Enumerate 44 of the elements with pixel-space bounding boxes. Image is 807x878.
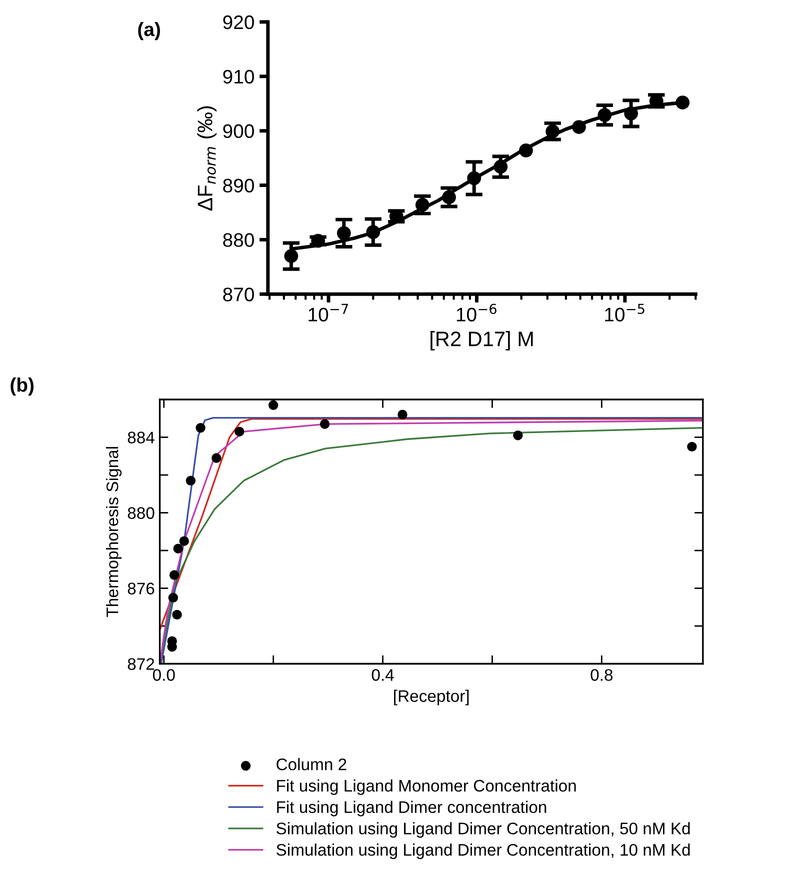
y-tick-label: 872 bbox=[128, 658, 154, 670]
y-tick-label: 870 bbox=[223, 288, 254, 302]
legend-label: Fit using Ligand Dimer concentration bbox=[277, 800, 546, 816]
point bbox=[179, 536, 189, 546]
point bbox=[268, 400, 278, 410]
y-tick-label: 910 bbox=[223, 70, 254, 84]
legend-label: Simulation using Ligand Dimer Concentration, 10 nM Kd bbox=[276, 844, 690, 860]
y-tick-label: 890 bbox=[223, 178, 254, 192]
point bbox=[687, 442, 697, 452]
point bbox=[186, 476, 196, 486]
y-tick-label: 880 bbox=[128, 507, 154, 519]
point bbox=[676, 96, 690, 110]
x-tick-label: 10$^{−7}$ bbox=[308, 304, 348, 322]
point bbox=[168, 592, 178, 603]
point bbox=[212, 453, 222, 463]
x-axis-title: [R2 D17] M bbox=[430, 331, 533, 350]
chart-title: (a) bbox=[138, 22, 160, 40]
x-tick-label: 0.8 bbox=[590, 669, 613, 681]
x-tick-label: 0.0 bbox=[152, 669, 175, 681]
y-tick-label: 900 bbox=[223, 124, 254, 138]
y-axis-title: Thermophoresis Signal bbox=[106, 447, 122, 617]
point bbox=[519, 143, 533, 158]
point bbox=[169, 570, 180, 580]
y-tick-label: 920 bbox=[223, 15, 254, 30]
point bbox=[196, 422, 206, 433]
y-axis-title: ΔF$_{norm}$ (‰) bbox=[197, 106, 217, 211]
point bbox=[320, 419, 330, 429]
y-tick-label: 884 bbox=[128, 432, 154, 444]
point bbox=[173, 544, 183, 554]
x-tick-label: 10$^{−6}$ bbox=[456, 304, 496, 322]
legend-label: Fit using Ligand Monomer Concentration bbox=[277, 779, 576, 795]
legend-label: Simulation using Ligand Dimer Concentration, 50 nM Kd bbox=[276, 822, 690, 838]
x-tick-label: 10$^{−5}$ bbox=[605, 304, 644, 322]
y-tick-label: 876 bbox=[128, 582, 154, 594]
point bbox=[398, 410, 408, 420]
point bbox=[513, 430, 523, 440]
point bbox=[234, 426, 244, 436]
legend-label: Column 2 bbox=[276, 758, 346, 770]
chart-title: (b) bbox=[10, 378, 34, 396]
x-axis-title: [Receptor] bbox=[394, 690, 469, 706]
point bbox=[572, 120, 586, 134]
x-tick-label: 0.4 bbox=[372, 669, 394, 681]
point bbox=[172, 610, 182, 620]
y-tick-label: 880 bbox=[223, 233, 254, 247]
